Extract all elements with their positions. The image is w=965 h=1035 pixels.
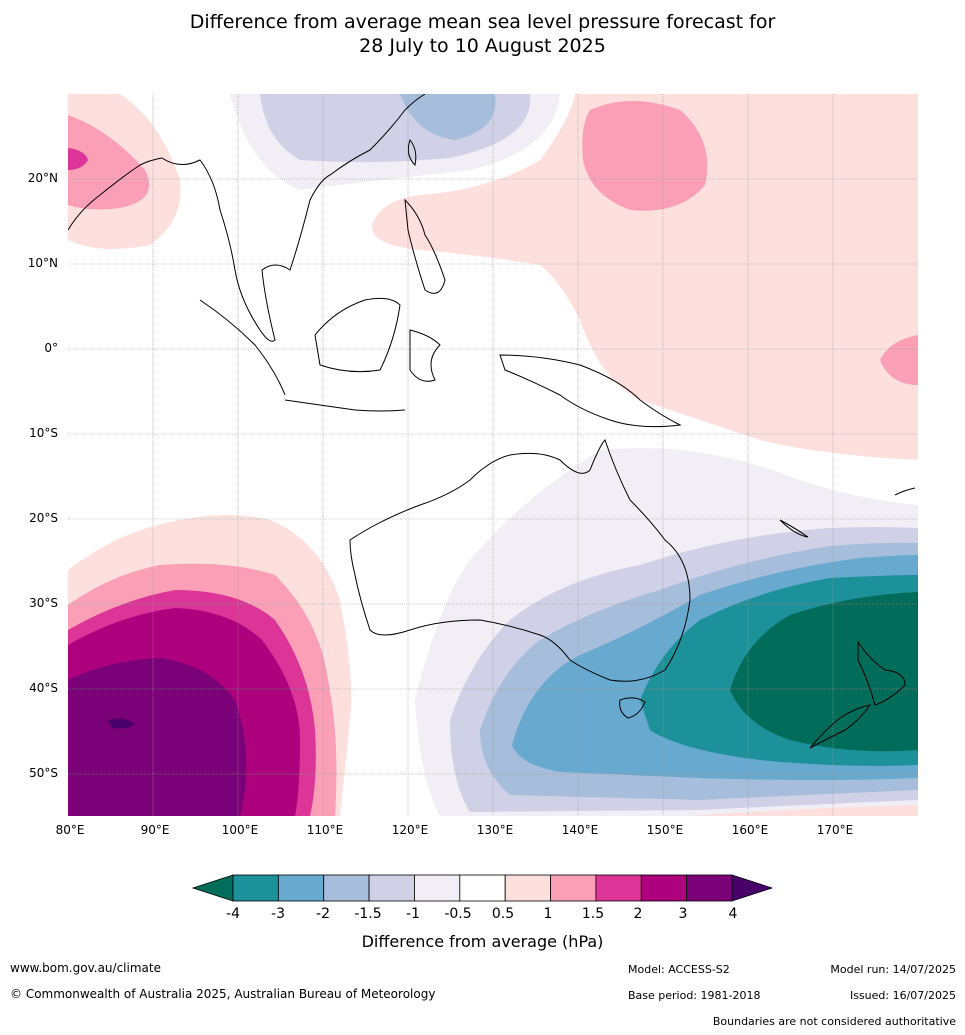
coast-india [68, 157, 163, 231]
coast-new-guinea [499, 354, 682, 428]
anomaly-nw-1.5 [68, 148, 88, 170]
coast-java [284, 399, 406, 412]
coast-fiji [894, 487, 916, 496]
anomaly-se-neg-4 [730, 592, 918, 752]
colorbar-tick: 1.5 [581, 906, 605, 922]
colorbar-swatch [414, 874, 461, 902]
footer-model: Model: ACCESS-S2 [628, 963, 730, 976]
anomaly-sw-3 [68, 658, 247, 816]
map-title: Difference from average mean sea level p… [0, 10, 965, 58]
anomaly-sw-4 [108, 718, 135, 729]
anomaly-north-neg-1.5 [400, 94, 496, 140]
colorbar-tick: -3 [271, 906, 285, 922]
lat-label-30s: 30°S [29, 596, 58, 610]
colorbar-swatch [504, 874, 551, 902]
lon-label-150e: 150°E [646, 823, 684, 837]
colorbar-swatch [323, 874, 370, 902]
footer-model-run: Model run: 14/07/2025 [830, 963, 956, 976]
coast-australia [349, 439, 691, 682]
colorbar-tick: 4 [728, 906, 738, 922]
footer-website: www.bom.gov.au/climate [10, 961, 161, 975]
colorbar-swatches [232, 874, 733, 902]
lon-label-90e: 90°E [140, 823, 170, 837]
colorbar-over-triangle [731, 874, 774, 902]
title-line-2: 28 July to 10 August 2025 [359, 35, 606, 57]
lon-label-170e: 170°E [816, 823, 854, 837]
coast-borneo [314, 297, 401, 373]
colorbar-tick: -2 [316, 906, 330, 922]
lat-label-20n: 20°N [27, 171, 58, 185]
title-line-1: Difference from average mean sea level p… [189, 11, 776, 33]
lon-label-120e: 120°E [391, 823, 429, 837]
anomaly-nw-1 [68, 115, 150, 210]
anomaly-fill-layer [68, 94, 918, 816]
anomaly-eq-1 [880, 335, 918, 385]
colorbar-swatch [459, 874, 506, 902]
lat-label-40s: 40°S [29, 681, 58, 695]
colorbar-tick: 2 [633, 906, 643, 922]
coast-new-caledonia [779, 519, 809, 538]
coast-taiwan [407, 138, 417, 167]
colorbar-under-triangle [191, 874, 234, 902]
anomaly-pacific-0.5 [371, 94, 918, 460]
colorbar-swatch [595, 874, 642, 902]
colorbar-swatch [640, 874, 688, 902]
coast-southeast-asia [161, 94, 426, 342]
coast-tasmania [619, 697, 646, 719]
colorbar-swatch [686, 874, 733, 902]
lat-label-20s: 20°S [29, 511, 58, 525]
colorbar-swatch [550, 874, 597, 902]
coast-new-zealand-south [809, 704, 872, 749]
lon-label-140e: 140°E [561, 823, 599, 837]
anomaly-pacific-1 [582, 101, 708, 211]
anomaly-se-south-0.5 [690, 805, 918, 816]
lon-label-100e: 100°E [221, 823, 259, 837]
colorbar-tick: 0.5 [491, 906, 515, 922]
colorbar-tick: -1.5 [354, 906, 382, 922]
colorbar-tick: 3 [678, 906, 688, 922]
lon-label-110e: 110°E [306, 823, 344, 837]
lon-label-160e: 160°E [731, 823, 769, 837]
footer-issued: Issued: 16/07/2025 [849, 989, 956, 1002]
graticule [68, 94, 918, 816]
coast-new-zealand-north [857, 640, 906, 706]
lat-label-0: 0° [44, 341, 58, 355]
lat-label-10s: 10°S [29, 426, 58, 440]
colorbar-tick: -4 [226, 906, 240, 922]
colorbar [191, 874, 774, 902]
coastlines [68, 94, 916, 749]
colorbar-label: Difference from average (hPa) [361, 932, 604, 951]
colorbar-swatch [277, 874, 325, 902]
lat-label-10n: 10°N [27, 256, 58, 270]
coast-sulawesi [409, 329, 441, 382]
footer-disclaimer: Boundaries are not considered authoritat… [712, 1015, 956, 1028]
lat-label-50s: 50°S [29, 766, 58, 780]
colorbar-tick: 1 [543, 906, 553, 922]
lon-label-130e: 130°E [476, 823, 514, 837]
colorbar-swatch [232, 874, 279, 902]
footer-copyright: © Commonwealth of Australia 2025, Austra… [10, 987, 436, 1001]
coast-philippines [404, 198, 446, 294]
colorbar-swatch [368, 874, 415, 902]
lon-label-80e: 80°E [55, 823, 85, 837]
colorbar-tick: -0.5 [444, 906, 472, 922]
colorbar-tick: -1 [406, 906, 420, 922]
footer-base-period: Base period: 1981-2018 [628, 989, 761, 1002]
coast-sumatra [199, 299, 286, 396]
